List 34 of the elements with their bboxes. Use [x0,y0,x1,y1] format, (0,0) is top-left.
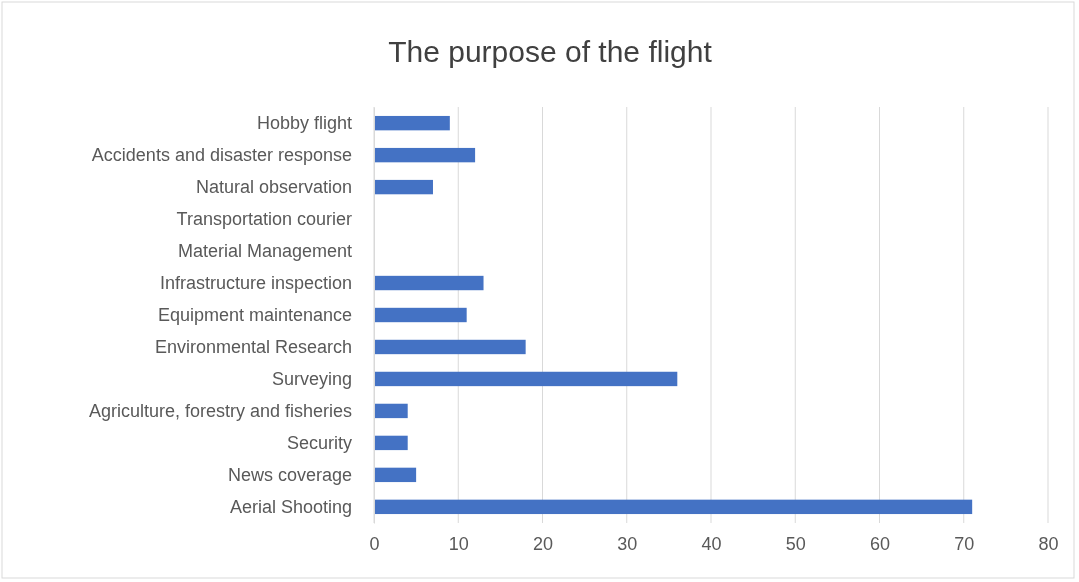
bar [374,371,678,387]
bar [374,115,450,131]
bar [374,435,408,451]
y-tick-label: Hobby flight [256,112,352,133]
y-tick-label: Agriculture, forestry and fisheries [88,400,352,421]
x-tick-label: 60 [869,533,891,554]
x-tick-label: 70 [954,533,975,554]
bar [374,179,433,195]
bar [374,339,526,355]
x-tick-label: 0 [369,533,380,554]
chart-title: The purpose of the flight [388,35,713,68]
bar [374,499,973,515]
y-tick-label: Environmental Research [154,336,352,357]
x-tick-label: 20 [532,533,554,554]
bar [374,403,408,419]
y-tick-label: Transportation courier [176,208,352,229]
x-tick-label: 80 [1038,533,1059,554]
y-tick-label: Surveying [271,368,352,389]
x-tick-label: 30 [617,533,638,554]
bar [374,307,467,323]
y-tick-label: Equipment maintenance [157,304,352,325]
y-tick-label: Accidents and disaster response [91,144,352,165]
bar [374,467,417,483]
y-tick-label: Security [286,432,352,453]
y-tick-label: Aerial Shooting [229,496,352,517]
bar [374,275,484,291]
x-tick-label: 40 [701,533,722,554]
x-tick-label: 10 [448,533,469,554]
y-tick-label: Material Management [177,240,352,261]
y-tick-label: Natural observation [195,176,352,197]
bar [374,147,476,163]
y-tick-label: News coverage [227,464,352,485]
x-tick-label: 50 [785,533,806,554]
y-tick-label: Infrastructure inspection [159,272,352,293]
